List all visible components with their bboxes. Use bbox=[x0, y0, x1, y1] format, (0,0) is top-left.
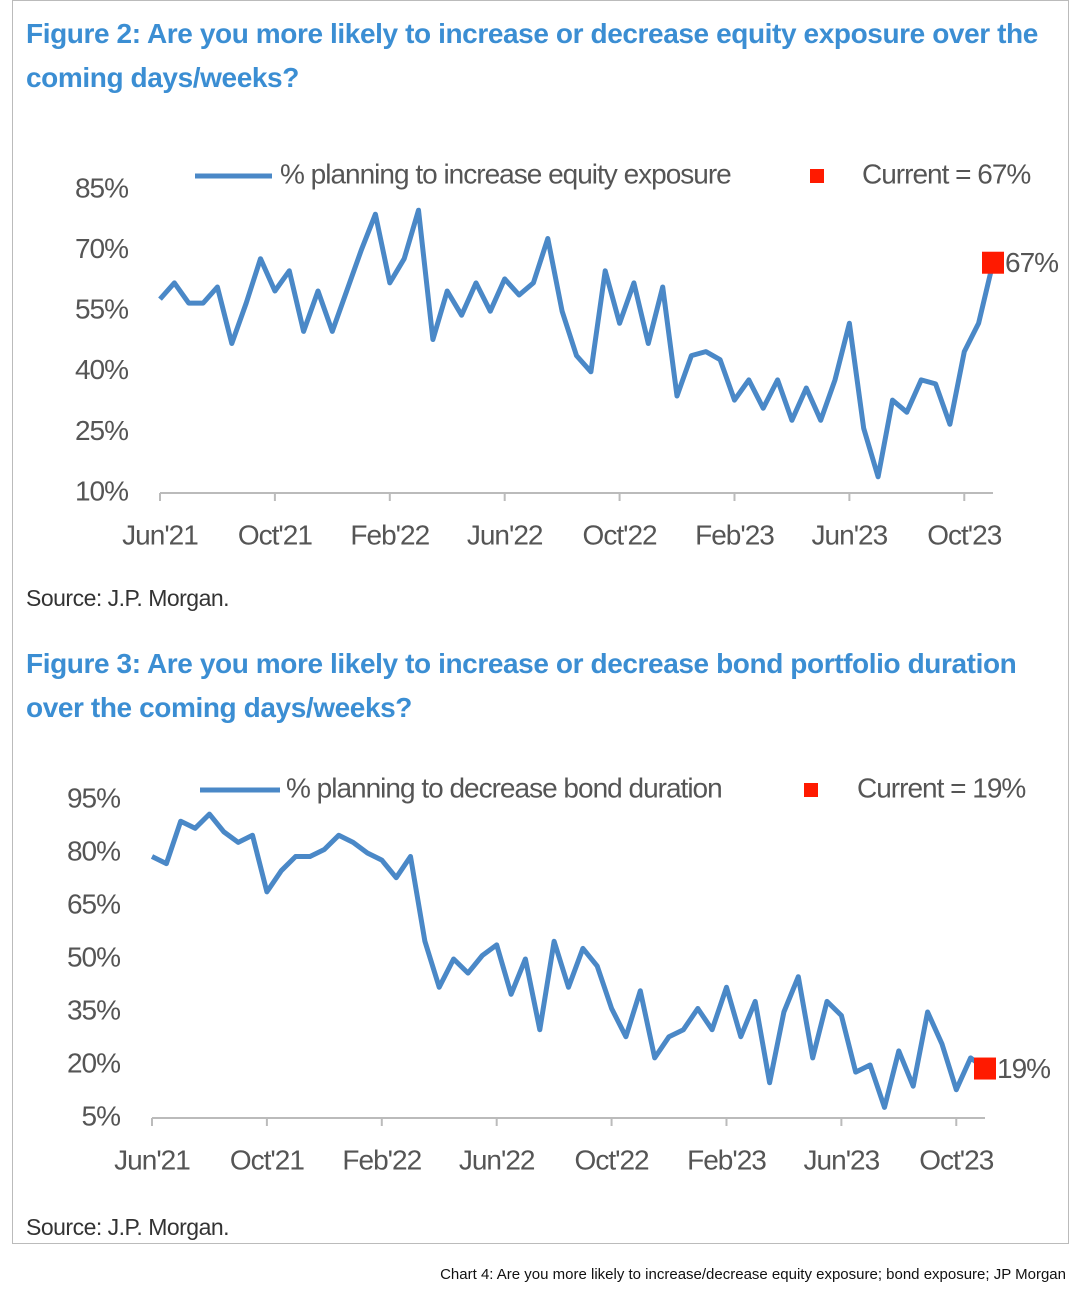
y-tick-label: 50% bbox=[67, 941, 120, 972]
figure-frame bbox=[12, 0, 1069, 1244]
current-label: 67% bbox=[1005, 247, 1058, 278]
y-tick-label: 85% bbox=[75, 172, 128, 203]
x-tick-label: Oct'21 bbox=[238, 519, 312, 550]
current-marker bbox=[974, 1057, 996, 1080]
x-tick-label: Oct'23 bbox=[919, 1144, 993, 1175]
caption: Chart 4: Are you more likely to increase… bbox=[440, 1266, 1066, 1283]
source: Source: J.P. Morgan. bbox=[26, 1214, 230, 1240]
y-tick-label: 40% bbox=[75, 354, 128, 385]
legend-swatch bbox=[810, 169, 824, 183]
series-line bbox=[158, 207, 996, 480]
source: Source: J.P. Morgan. bbox=[26, 585, 230, 611]
x-tick-label: Feb'23 bbox=[695, 519, 774, 550]
x-tick-label: Oct'22 bbox=[575, 1144, 649, 1175]
y-tick-label: 5% bbox=[82, 1100, 121, 1131]
y-tick-label: 80% bbox=[67, 835, 120, 866]
x-tick-label: Jun'21 bbox=[122, 519, 198, 550]
y-tick-label: 55% bbox=[75, 294, 128, 325]
current-marker bbox=[982, 251, 1004, 274]
x-tick-label: Jun'23 bbox=[812, 519, 888, 550]
y-tick-label: 10% bbox=[75, 475, 128, 506]
y-tick-label: 65% bbox=[67, 888, 120, 919]
legend-swatch bbox=[804, 783, 818, 797]
x-tick-label: Feb'22 bbox=[342, 1144, 421, 1175]
y-tick-label: 95% bbox=[67, 782, 120, 813]
x-tick-label: Jun'22 bbox=[459, 1144, 535, 1175]
current-label: 19% bbox=[997, 1053, 1050, 1084]
x-tick-label: Oct'22 bbox=[583, 519, 657, 550]
x-tick-label: Feb'23 bbox=[687, 1144, 766, 1175]
x-tick-label: Jun'22 bbox=[467, 519, 543, 550]
legend-label: Current = 19% bbox=[857, 772, 1025, 803]
y-tick-label: 20% bbox=[67, 1047, 120, 1078]
series-line bbox=[150, 811, 987, 1110]
legend-label: % planning to increase equity exposure bbox=[280, 158, 731, 189]
x-tick-label: Jun'21 bbox=[114, 1144, 190, 1175]
legend-label: Current = 67% bbox=[862, 158, 1030, 189]
y-tick-label: 35% bbox=[67, 994, 120, 1025]
x-tick-label: Jun'23 bbox=[804, 1144, 880, 1175]
legend-label: % planning to decrease bond duration bbox=[286, 772, 722, 803]
y-tick-label: 70% bbox=[75, 233, 128, 264]
x-tick-label: Feb'22 bbox=[350, 519, 429, 550]
x-tick-label: Oct'23 bbox=[927, 519, 1001, 550]
chart-title: Figure 3: Are you more likely to increas… bbox=[26, 648, 1017, 723]
chart-title: Figure 2: Are you more likely to increas… bbox=[26, 18, 1038, 93]
x-tick-label: Oct'21 bbox=[230, 1144, 304, 1175]
y-tick-label: 25% bbox=[75, 415, 128, 446]
